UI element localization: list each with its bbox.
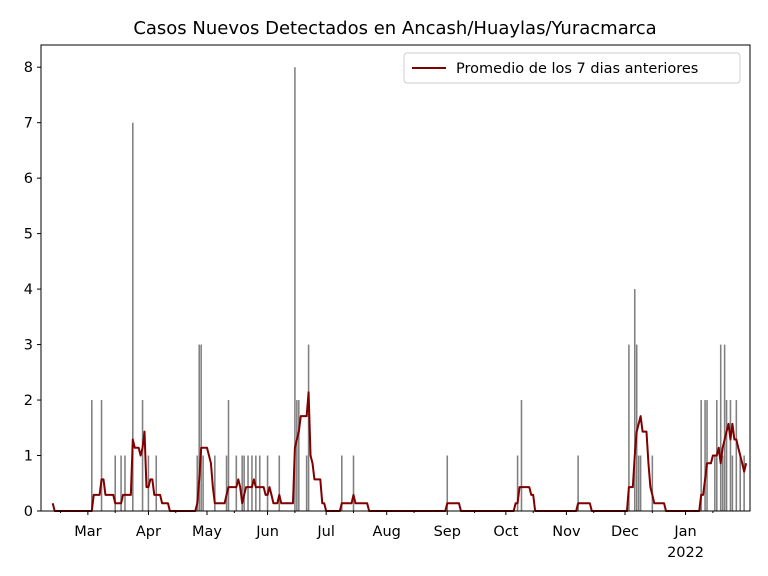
bar — [241, 455, 243, 511]
x-tick-label: May — [192, 524, 222, 540]
bar — [639, 455, 642, 511]
x-year-label: 2022 — [667, 545, 704, 561]
bar — [214, 455, 216, 511]
bar — [266, 455, 269, 511]
bar — [243, 455, 245, 511]
bar — [721, 455, 724, 511]
bar — [305, 455, 308, 511]
bar — [307, 344, 310, 511]
bar — [628, 344, 630, 511]
bar — [341, 455, 343, 511]
bar — [516, 455, 519, 511]
y-tick-label: 3 — [24, 338, 33, 354]
x-tick-label: Dec — [611, 524, 639, 540]
legend: Promedio de los 7 dias anteriores — [403, 52, 741, 84]
x-tick-label: Sep — [434, 524, 461, 540]
bar — [202, 455, 204, 511]
bar — [577, 455, 579, 511]
bar — [446, 455, 449, 511]
bar — [247, 455, 249, 511]
bar — [227, 400, 230, 511]
bar — [296, 400, 298, 511]
bar — [124, 455, 126, 511]
bar — [743, 455, 745, 511]
bar — [225, 455, 228, 511]
y-axis: 0 1 2 3 4 5 6 7 8 — [24, 60, 41, 520]
y-tick-label: 2 — [24, 393, 33, 409]
bar — [258, 455, 261, 511]
axes-frame — [40, 44, 751, 512]
bar — [198, 344, 200, 511]
y-tick-label: 5 — [24, 227, 33, 243]
bar — [294, 67, 296, 511]
bar — [739, 455, 742, 511]
y-tick-label: 7 — [24, 116, 33, 132]
x-axis: Mar Apr May Jun Jul Aug Sep Oct Nov Dec Jan 2022 — [60, 511, 714, 561]
bar — [196, 455, 199, 511]
bar — [114, 455, 116, 511]
x-tick-label: Oct — [493, 524, 518, 540]
legend-box — [403, 52, 741, 84]
x-tick-label: Jul — [316, 524, 335, 540]
y-tick-label: 4 — [24, 282, 33, 298]
bar — [352, 455, 355, 511]
bar — [200, 344, 202, 511]
chart-title: Casos Nuevos Detectados en Ancash/Huayla… — [133, 18, 656, 39]
bar — [651, 455, 654, 511]
bar — [706, 400, 708, 511]
bar — [735, 400, 738, 511]
bar — [714, 455, 716, 511]
bar — [729, 400, 732, 511]
bar — [120, 455, 122, 511]
bar — [100, 400, 103, 511]
legend-label: Promedio de los 7 dias anteriores — [456, 61, 698, 77]
x-tick-label: Jan — [673, 524, 696, 540]
bar — [91, 400, 93, 511]
bar — [700, 400, 702, 511]
y-tick-label: 8 — [24, 60, 33, 76]
bar — [637, 455, 640, 511]
bar — [633, 289, 636, 511]
x-tick-label: Nov — [552, 524, 581, 540]
bar — [278, 455, 281, 511]
x-tick-label: Apr — [136, 524, 161, 540]
bar — [520, 400, 523, 511]
x-tick-label: Mar — [74, 524, 101, 540]
bar — [723, 344, 726, 511]
bar — [298, 400, 300, 511]
bar — [132, 122, 134, 512]
x-tick-label: Aug — [373, 524, 401, 540]
y-tick-label: 1 — [24, 449, 33, 465]
bar — [155, 455, 158, 511]
bar — [141, 400, 144, 511]
bar — [704, 400, 706, 511]
y-tick-label: 6 — [24, 171, 33, 187]
y-tick-label: 0 — [24, 504, 33, 520]
plot-area — [40, 44, 751, 512]
bar — [719, 344, 722, 511]
x-tick-label: Jun — [255, 524, 279, 540]
bar — [731, 455, 734, 511]
bar — [725, 400, 728, 511]
